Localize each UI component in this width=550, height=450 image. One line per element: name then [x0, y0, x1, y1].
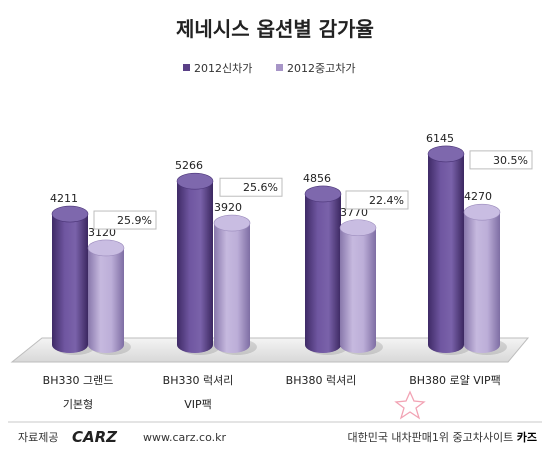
bar-body: [464, 212, 500, 353]
x-axis-labels: BH330 그랜드 기본형 BH330 럭셔리 VIP팩 BH380 럭셔리 B…: [43, 373, 501, 411]
annotation-label: 30.5%: [493, 154, 528, 167]
x-tick-label: BH380 로얄 VIP팩: [409, 373, 501, 387]
bar-body: [88, 247, 124, 353]
x-tick-label: BH330 그랜드: [43, 374, 114, 387]
bar-body: [340, 227, 376, 353]
bar-top: [87, 239, 125, 257]
bar-body: [177, 181, 213, 353]
data-label: 4856: [303, 172, 331, 185]
bar-top: [176, 172, 214, 190]
bar-body: [214, 223, 250, 353]
bar: [51, 205, 95, 355]
x-tick-label: BH330 럭셔리: [163, 374, 234, 387]
bar: [304, 185, 348, 355]
annotation-label: 25.6%: [243, 181, 278, 194]
bar-body: [428, 153, 464, 353]
annotation-box: [469, 150, 533, 170]
bar-body: [305, 193, 341, 353]
bar-top: [51, 205, 89, 223]
legend: 2012신차가 2012중고차가: [183, 62, 355, 75]
bar: [463, 203, 507, 355]
footer-tagline-text: 대한민국 내차판매1위 중고차사이트: [347, 431, 513, 444]
bar: [339, 219, 383, 355]
bar-top: [427, 145, 465, 163]
bar: [213, 214, 257, 355]
data-label: 3920: [214, 201, 242, 214]
chart-title: 제네시스 옵션별 감가율: [176, 17, 374, 41]
footer-url: www.carz.co.kr: [143, 431, 227, 444]
x-tick-label: 기본형: [63, 398, 93, 411]
bar-top: [304, 185, 342, 203]
bar-top: [463, 203, 501, 221]
bar: [176, 172, 220, 355]
annotation-box: [93, 210, 157, 230]
annotation: 25.9%: [93, 210, 157, 230]
data-label: 5266: [175, 159, 203, 172]
data-label: 6145: [426, 132, 454, 145]
annotation-label: 22.4%: [369, 194, 404, 207]
footer-tagline: 대한민국 내차판매1위 중고차사이트 카즈: [347, 430, 537, 444]
data-label: 4211: [50, 192, 78, 205]
annotation-box: [345, 190, 409, 210]
annotation-label: 25.9%: [117, 214, 152, 227]
legend-swatch-used: [276, 64, 283, 71]
annotation: 25.6%: [219, 177, 283, 197]
x-tick-label: VIP팩: [184, 398, 212, 411]
legend-label-used: 2012중고차가: [287, 62, 355, 75]
footer-tagline-brand: 카즈: [517, 430, 537, 444]
bar: [427, 145, 471, 355]
legend-swatch-new: [183, 64, 190, 71]
x-tick-label: BH380 럭셔리: [286, 374, 357, 387]
legend-label-new: 2012신차가: [194, 62, 252, 75]
footer-brand-logo: CARZ: [72, 428, 118, 446]
bar-body: [52, 214, 88, 353]
annotation: 22.4%: [345, 190, 409, 210]
annotation-group: 25.9% 25.6% 22.4% 30.5%: [93, 150, 533, 230]
bar: [87, 239, 131, 355]
bar-top: [213, 214, 251, 232]
annotation-box: [219, 177, 283, 197]
bar-top: [339, 219, 377, 237]
footer-provider-label: 자료제공: [18, 431, 58, 444]
star-icon: [394, 390, 426, 420]
data-label: 4270: [464, 190, 492, 203]
annotation: 30.5%: [469, 150, 533, 170]
bar-group: [51, 145, 507, 355]
